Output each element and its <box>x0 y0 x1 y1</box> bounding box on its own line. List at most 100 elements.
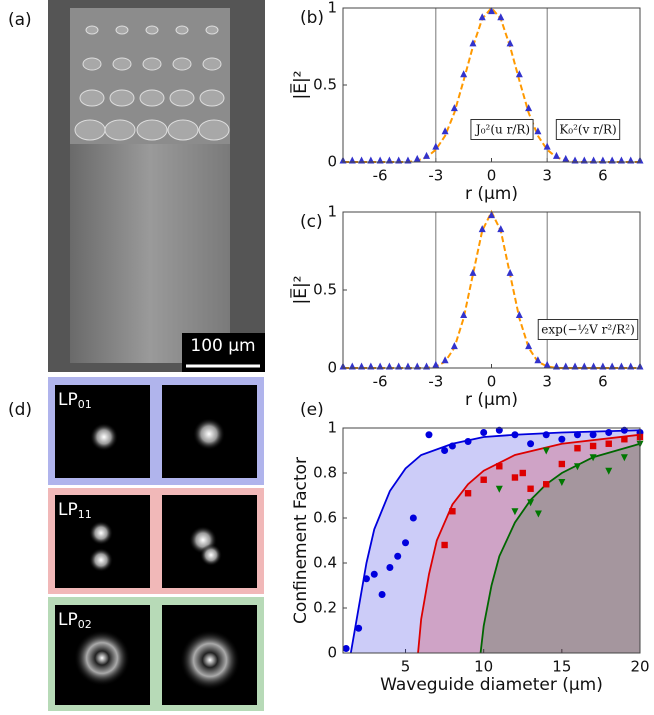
mode-name: LP <box>58 500 78 520</box>
x-tick-label: 6 <box>598 167 608 185</box>
point <box>451 342 458 349</box>
point <box>480 477 486 483</box>
point <box>449 508 455 514</box>
panel-label: (a) <box>8 10 32 30</box>
point <box>449 443 456 450</box>
point <box>432 361 439 368</box>
x-axis-label: Waveguide diameter (µm) <box>380 675 603 695</box>
figure: (a) 100 µm (d) LP01 LP11 LP02 (b)-6-3036… <box>0 0 654 711</box>
point <box>520 470 526 476</box>
mode-images <box>48 377 264 711</box>
point <box>527 486 533 492</box>
x-tick-label: 3 <box>542 373 552 391</box>
point <box>441 447 448 454</box>
point <box>621 436 627 442</box>
mode-sub: 02 <box>78 618 92 631</box>
point <box>507 39 514 46</box>
point <box>574 431 581 438</box>
panel-label: (b) <box>300 8 324 28</box>
x-tick-label: 6 <box>598 373 608 391</box>
point <box>496 463 502 469</box>
panel-label: (c) <box>300 212 323 232</box>
point <box>511 431 518 438</box>
y-tick-label: 1 <box>327 0 337 17</box>
point <box>507 269 514 276</box>
y-tick-label: 1 <box>327 419 337 437</box>
x-tick-label: -6 <box>373 167 388 185</box>
point <box>559 461 565 467</box>
point <box>423 152 430 159</box>
y-tick-label: 0 <box>327 153 337 171</box>
x-axis-label: r (µm) <box>465 390 518 410</box>
y-tick-label: 0.5 <box>313 281 337 299</box>
mode-name: LP <box>58 610 78 630</box>
point <box>363 575 370 582</box>
x-tick-label: 20 <box>630 658 649 676</box>
point <box>410 515 417 522</box>
panel-label: (d) <box>8 400 32 420</box>
scale-bar-label: 100 µm <box>190 336 255 356</box>
mode-sub: 01 <box>78 398 92 411</box>
point <box>465 438 472 445</box>
annotation: exp(−½V r²/R²) <box>541 323 635 337</box>
y-axis-label: Confinement Factor <box>291 457 311 624</box>
x-tick-label: 5 <box>401 658 411 676</box>
x-tick-label: 3 <box>542 167 552 185</box>
point <box>543 431 550 438</box>
x-tick-label: 0 <box>487 167 497 185</box>
y-tick-label: 0 <box>327 359 337 377</box>
point <box>394 553 401 560</box>
point <box>558 436 565 443</box>
x-tick-label: 0 <box>487 373 497 391</box>
line <box>343 212 640 368</box>
point <box>527 440 534 447</box>
y-tick-label: 0.6 <box>313 509 337 527</box>
axes-frame <box>343 212 640 368</box>
y-axis-label: |E̅|² <box>289 70 311 99</box>
point <box>516 311 523 318</box>
x-tick-label: -6 <box>373 373 388 391</box>
point <box>402 539 409 546</box>
y-tick-label: 0.4 <box>313 554 337 572</box>
point <box>605 429 612 436</box>
point <box>469 269 476 276</box>
point <box>574 445 580 451</box>
point <box>414 155 421 162</box>
point <box>590 443 596 449</box>
point <box>469 39 476 46</box>
point <box>590 431 597 438</box>
y-tick-label: 0.5 <box>313 76 337 94</box>
point <box>480 429 487 436</box>
x-tick-label: -3 <box>428 373 443 391</box>
point <box>343 645 350 652</box>
point <box>379 591 386 598</box>
x-tick-label: 10 <box>474 658 493 676</box>
plot-area <box>343 427 644 653</box>
y-axis-label: |E̅|² <box>289 275 311 304</box>
y-tick-label: 1 <box>327 203 337 221</box>
point <box>425 431 432 438</box>
plot-area <box>340 7 644 163</box>
x-tick-label: 15 <box>552 658 571 676</box>
mode-sub: 11 <box>78 508 92 521</box>
point <box>460 311 467 318</box>
point <box>543 481 549 487</box>
point <box>562 155 569 162</box>
panel-label: (e) <box>300 400 324 420</box>
point <box>606 441 612 447</box>
point <box>371 571 378 578</box>
x-axis-label: r (µm) <box>465 184 518 204</box>
x-tick-label: -3 <box>428 167 443 185</box>
y-tick-label: 0 <box>327 644 337 662</box>
annotation: J₀²(u r/R) <box>474 123 530 137</box>
point <box>553 152 560 159</box>
point <box>441 542 447 548</box>
point <box>465 490 471 496</box>
point <box>386 564 393 571</box>
plot-area <box>340 211 644 369</box>
point <box>355 625 362 632</box>
annotation: K₀²(v r/R) <box>559 123 616 137</box>
sem-image <box>48 0 265 372</box>
y-tick-label: 0.2 <box>313 599 337 617</box>
mode-name: LP <box>58 390 78 410</box>
